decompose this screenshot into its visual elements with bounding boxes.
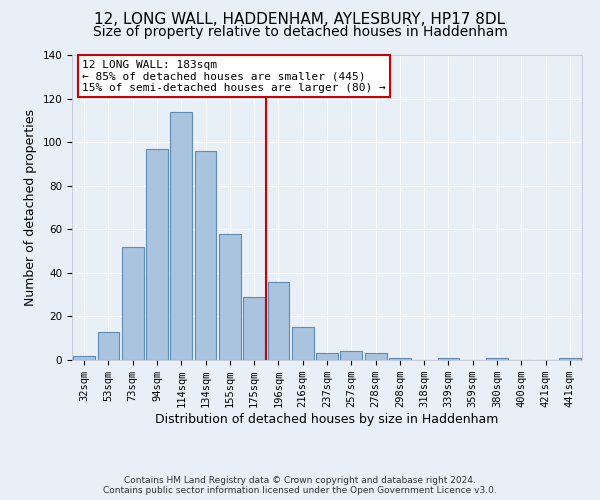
Bar <box>97 332 119 360</box>
Text: 12, LONG WALL, HADDENHAM, AYLESBURY, HP17 8DL: 12, LONG WALL, HADDENHAM, AYLESBURY, HP1… <box>94 12 506 28</box>
X-axis label: Distribution of detached houses by size in Haddenham: Distribution of detached houses by size … <box>155 413 499 426</box>
Bar <box>292 328 314 360</box>
Bar <box>170 112 192 360</box>
Text: Size of property relative to detached houses in Haddenham: Size of property relative to detached ho… <box>92 25 508 39</box>
Bar <box>316 354 338 360</box>
Bar <box>122 246 143 360</box>
Bar <box>437 358 460 360</box>
Bar <box>559 358 581 360</box>
Bar <box>243 297 265 360</box>
Bar <box>73 356 95 360</box>
Bar <box>219 234 241 360</box>
Bar <box>194 151 217 360</box>
Bar <box>389 358 411 360</box>
Bar <box>486 358 508 360</box>
Bar <box>340 352 362 360</box>
Bar <box>268 282 289 360</box>
Text: 12 LONG WALL: 183sqm
← 85% of detached houses are smaller (445)
15% of semi-deta: 12 LONG WALL: 183sqm ← 85% of detached h… <box>82 60 386 93</box>
Text: Contains HM Land Registry data © Crown copyright and database right 2024.
Contai: Contains HM Land Registry data © Crown c… <box>103 476 497 495</box>
Bar <box>146 148 168 360</box>
Y-axis label: Number of detached properties: Number of detached properties <box>24 109 37 306</box>
Bar <box>365 354 386 360</box>
